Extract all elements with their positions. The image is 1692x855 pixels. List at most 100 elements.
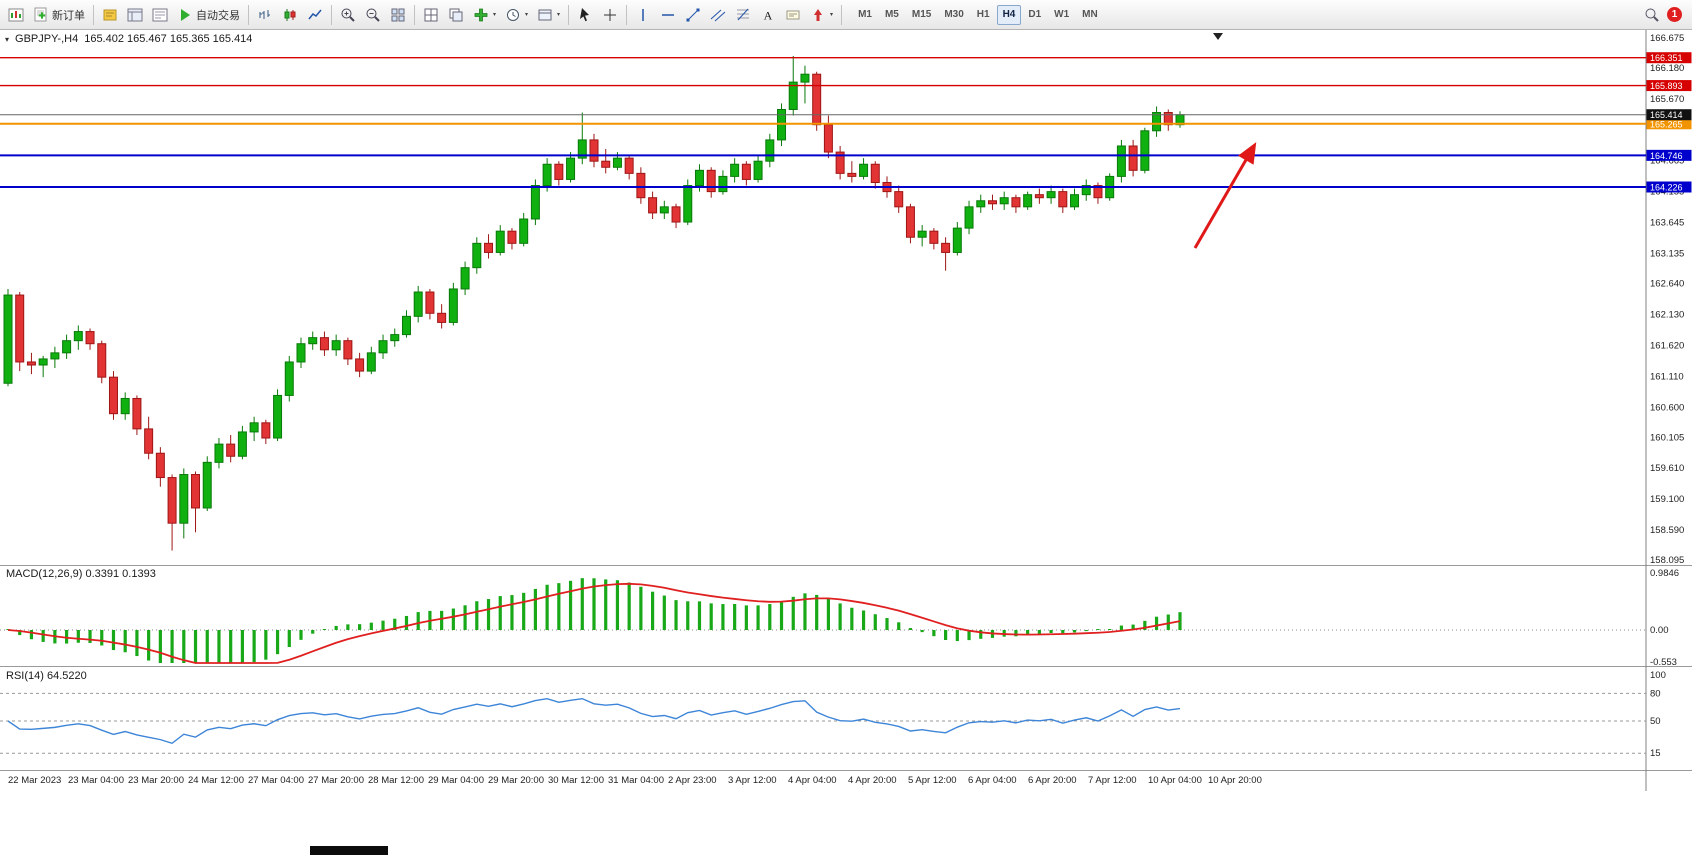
candle-body [987,200,997,205]
timeframe-m30-button[interactable]: M30 [938,5,969,25]
candle-body [202,461,212,509]
candle-body [1152,112,1162,132]
macd-scale-label: 0.00 [1650,625,1669,636]
toolbar-separator [626,4,628,25]
new-chart-button[interactable] [4,4,28,26]
candle-body [929,230,939,244]
arrow-shape-icon [814,8,823,21]
zoom-out-button[interactable] [361,4,385,26]
support-line-2-badge-label: 164.226 [1650,182,1683,192]
timeframe-d1-button[interactable]: D1 [1022,5,1047,25]
support-line-1-badge-label: 164.746 [1650,151,1683,161]
support-line-1-badge[interactable] [1646,149,1692,161]
auto-arrange-icon [424,8,438,21]
time-axis-label: 23 Mar 20:00 [128,775,184,786]
candle-body [460,267,470,290]
candle-body [437,312,447,323]
candle-body [859,163,869,177]
time-axis-label: 23 Mar 04:00 [68,775,124,786]
text-button[interactable]: A [756,4,780,26]
search-button[interactable] [1640,4,1664,26]
candle-body [1093,185,1103,199]
market-watch-button[interactable] [123,4,147,26]
navigator-button[interactable] [148,4,172,26]
zoom-in-button[interactable] [336,4,360,26]
line-chart-button[interactable] [303,4,327,26]
candle-body [1034,194,1044,199]
timeframe-m1-button[interactable]: M1 [852,5,878,25]
dropdown-caret-icon: ▾ [830,12,834,18]
timeframe-h1-button[interactable]: H1 [971,5,996,25]
candle-body [659,206,669,214]
chevron-down-icon[interactable]: ▾ [5,34,10,44]
periods-button[interactable]: ▾ [501,4,532,26]
candlestick-chart-icon [284,8,296,21]
cascade-windows-button[interactable] [444,4,468,26]
candle-body [73,331,83,342]
pivot-line-orange-badge[interactable] [1646,118,1692,130]
crosshair-button[interactable] [598,4,622,26]
fibonacci-button[interactable] [731,4,755,26]
rsi-indicator-label: RSI(14) 64.5220 [6,670,87,682]
candle-body [730,163,740,177]
candle-body [624,157,634,174]
time-axis-label: 22 Mar 2023 [8,775,61,786]
candle-body [671,206,681,223]
vertical-line-button[interactable] [631,4,655,26]
timeframe-m15-button[interactable]: M15 [906,5,937,25]
candle-body [378,340,388,354]
price-axis-label: 159.610 [1650,463,1684,474]
candle-body [355,358,365,372]
play-icon [181,8,190,21]
price-axis-label: 160.600 [1650,403,1684,414]
cursor-icon [580,7,590,21]
equidistant-channel-button[interactable] [706,4,730,26]
tile-windows-button[interactable] [386,4,410,26]
resistance-line-2-badge[interactable] [1646,80,1692,92]
candle-body [941,242,951,253]
time-axis-label: 31 Mar 04:00 [608,775,664,786]
candle-body [812,73,822,126]
autotrading-button[interactable]: 自动交易 [173,4,244,26]
timeframe-w1-button[interactable]: W1 [1048,5,1075,25]
bar-chart-button[interactable] [253,4,277,26]
text-label-button[interactable] [781,4,805,26]
timeframe-h4-button[interactable]: H4 [996,4,1022,25]
dropdown-caret-icon: ▾ [557,12,561,18]
arrow-shapes-button[interactable]: ▾ [806,4,837,26]
auto-arrange-button[interactable] [419,4,443,26]
notification-badge[interactable]: 1 [1667,7,1682,22]
zoom-in-icon [341,8,355,22]
price-axis-label: 162.130 [1650,310,1684,321]
cursor-button[interactable] [573,4,597,26]
new-order-button[interactable]: 新订单 [29,4,89,26]
time-axis-label: 10 Apr 20:00 [1208,775,1262,786]
timeframe-m5-button[interactable]: M5 [879,5,905,25]
dropdown-caret-icon: ▾ [493,12,497,18]
dropdown-caret-icon: ▾ [525,12,529,18]
trendline-button[interactable] [681,4,705,26]
candle-body [308,337,318,345]
candle-body [648,197,658,214]
resistance-line-1-badge-label: 166.351 [1650,53,1683,63]
templates-button[interactable]: ▾ [533,4,564,26]
support-line-2-badge[interactable] [1646,181,1692,193]
candle-body [636,172,646,199]
macd-scale-label: 0.9846 [1650,568,1679,579]
metaeditor-button[interactable] [98,4,122,26]
resistance-line-1-badge[interactable] [1646,52,1692,64]
chart-shift-marker[interactable] [1213,33,1223,40]
indicators-button[interactable]: ▾ [469,4,500,26]
notification-count: 1 [1671,9,1678,20]
trend-arrow-annotation[interactable] [1193,142,1257,249]
current-price-line-badge[interactable] [1646,109,1692,121]
rsi-scale-label: 100 [1650,670,1666,681]
candle-body [823,124,833,153]
candle-body [894,191,904,208]
candlestick-chart-button[interactable] [278,4,302,26]
text-icon: A [764,8,773,22]
time-axis-label: 6 Apr 20:00 [1028,775,1077,786]
horizontal-line-button[interactable] [656,4,680,26]
timeframe-mn-button[interactable]: MN [1076,5,1104,25]
